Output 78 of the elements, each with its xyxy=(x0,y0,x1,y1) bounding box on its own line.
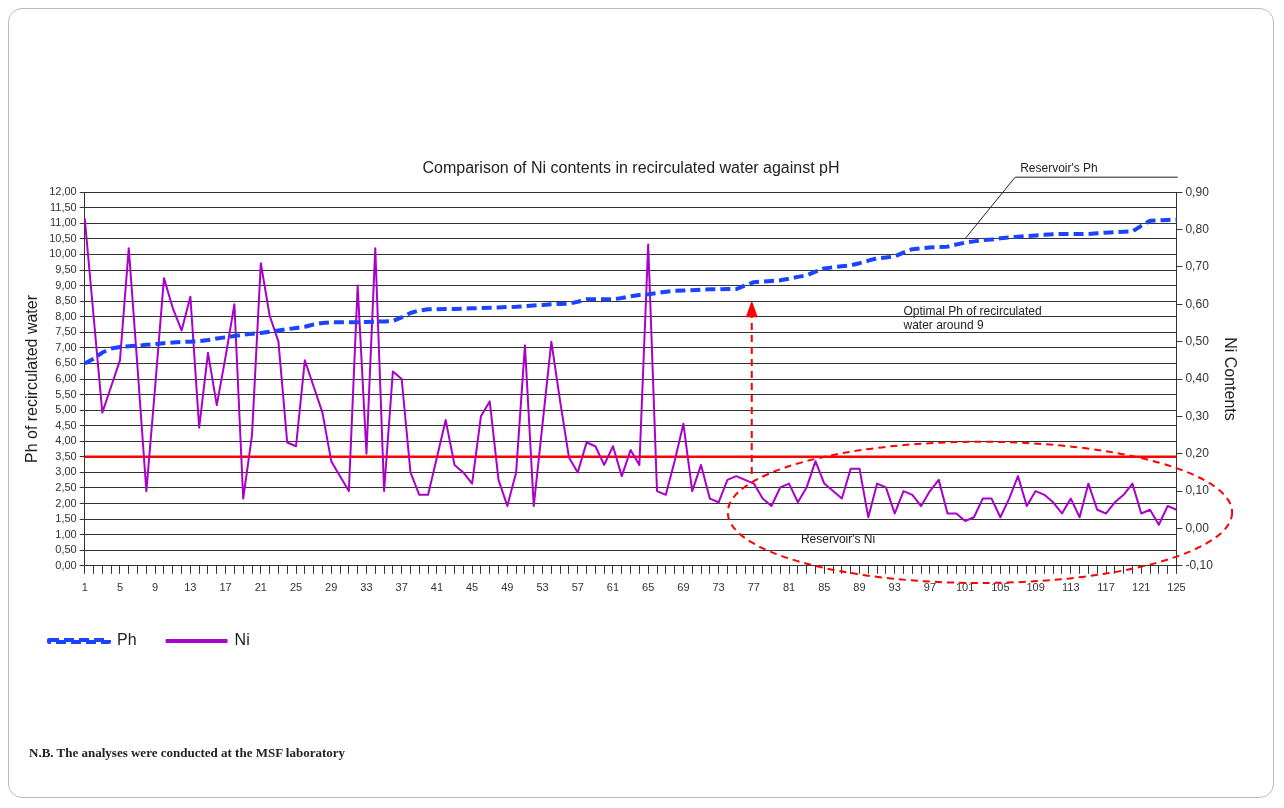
y2-tick-label: 0,20 xyxy=(1185,446,1210,461)
x-tick-label: 117 xyxy=(1097,581,1115,594)
y2-tick-label: 0,70 xyxy=(1185,259,1210,274)
y-tick-label: 2,50 xyxy=(55,481,77,493)
x-tick-label: 13 xyxy=(184,581,197,594)
x-tick-label: 61 xyxy=(606,581,620,594)
x-tick-label: 37 xyxy=(395,581,408,594)
x-tick-label: 1 xyxy=(81,581,88,594)
y-tick-label: 4,00 xyxy=(55,434,77,447)
y-tick-label: 12,00 xyxy=(49,185,77,198)
y2-tick-label: 0,10 xyxy=(1185,483,1210,498)
x-tick-label: 89 xyxy=(853,581,866,594)
y-tick-label: 5,00 xyxy=(55,403,77,416)
x-tick-label: 101 xyxy=(955,581,975,594)
y-tick-label: 2,00 xyxy=(55,496,77,509)
line-series xyxy=(82,217,1179,366)
x-tick-label: 9 xyxy=(152,581,159,594)
x-tick-label: 113 xyxy=(1062,581,1080,594)
x-tick-label: 49 xyxy=(501,581,514,594)
x-tick-label: 105 xyxy=(991,581,1010,594)
y-tick-label: 7,00 xyxy=(55,340,77,353)
legend-label: Ni xyxy=(234,631,250,649)
annotation: Optimal Ph of recirculated water around 9 xyxy=(902,304,1042,333)
y-tick-label: 10,00 xyxy=(49,247,77,260)
y2-tick-label: 0,00 xyxy=(1185,520,1210,535)
x-tick-label: 77 xyxy=(747,581,760,594)
x-tick-label: 25 xyxy=(289,581,303,594)
y-tick-label: 1,50 xyxy=(55,512,77,525)
annotation: Reservoir's Ph xyxy=(1020,160,1098,175)
y-tick-label: 10,50 xyxy=(49,231,77,244)
y-tick-label: 8,50 xyxy=(55,294,77,307)
y2-tick-label: -0,10 xyxy=(1185,558,1214,573)
x-tick-label: 97 xyxy=(923,581,937,594)
y2-tick-label: 0,90 xyxy=(1185,184,1210,199)
y-tick-label: 1,00 xyxy=(55,527,77,540)
chart-title: Comparison of Ni contents in recirculated water against pH xyxy=(422,159,840,177)
x-tick-label: 57 xyxy=(571,581,584,594)
x-tick-label: 125 xyxy=(1167,581,1186,594)
y-tick-label: 5,50 xyxy=(55,387,77,400)
y2-tick-label: 0,50 xyxy=(1185,333,1210,348)
x-tick-label: 73 xyxy=(712,581,725,594)
x-tick-label: 53 xyxy=(536,581,549,594)
annotation: Reservoir's Ni xyxy=(800,532,876,547)
y-tick-label: 9,00 xyxy=(55,278,77,291)
y-tick-label: 4,50 xyxy=(55,418,77,431)
y-tick-label: 6,50 xyxy=(55,356,77,369)
x-tick-label: 33 xyxy=(360,581,373,594)
y-tick-label: 8,00 xyxy=(55,309,77,322)
y2-tick-label: 0,40 xyxy=(1185,371,1210,386)
x-tick-label: 41 xyxy=(430,581,444,594)
y-tick-label: 0,50 xyxy=(55,543,77,556)
text: N.B. The analyses were conducted at the MSF laboratory xyxy=(29,745,346,761)
y-tick-label: 7,50 xyxy=(55,325,77,338)
y2-tick-label: 0,60 xyxy=(1185,296,1210,311)
x-tick-label: 65 xyxy=(642,581,655,594)
y2-axis-title: Ni Contents xyxy=(1221,337,1239,421)
x-tick-label: 85 xyxy=(818,581,831,594)
x-tick-label: 81 xyxy=(782,581,796,594)
y-tick-label: 3,00 xyxy=(55,465,77,478)
x-tick-label: 93 xyxy=(888,581,901,594)
y2-tick-label: 0,80 xyxy=(1185,221,1210,236)
y-axis-title: Ph of recirculated water xyxy=(23,294,41,464)
x-tick-label: 121 xyxy=(1132,581,1151,594)
x-tick-label: 45 xyxy=(465,581,479,594)
legend-label: Ph xyxy=(117,631,137,649)
x-tick-label: 17 xyxy=(219,581,232,594)
y-tick-label: 11,50 xyxy=(50,200,77,213)
x-tick-label: 21 xyxy=(254,581,267,594)
y-tick-label: 6,00 xyxy=(55,372,77,385)
y-tick-label: 3,50 xyxy=(55,449,77,462)
x-tick-label: 109 xyxy=(1026,581,1045,594)
x-tick-label: 5 xyxy=(116,581,124,594)
y-tick-label: 11,00 xyxy=(50,216,77,229)
y-tick-label: 0,00 xyxy=(55,558,77,571)
x-tick-label: 29 xyxy=(325,581,338,594)
y-tick-label: 9,50 xyxy=(55,263,77,276)
y2-tick-label: 0,30 xyxy=(1185,408,1210,423)
x-tick-label: 69 xyxy=(677,581,690,594)
